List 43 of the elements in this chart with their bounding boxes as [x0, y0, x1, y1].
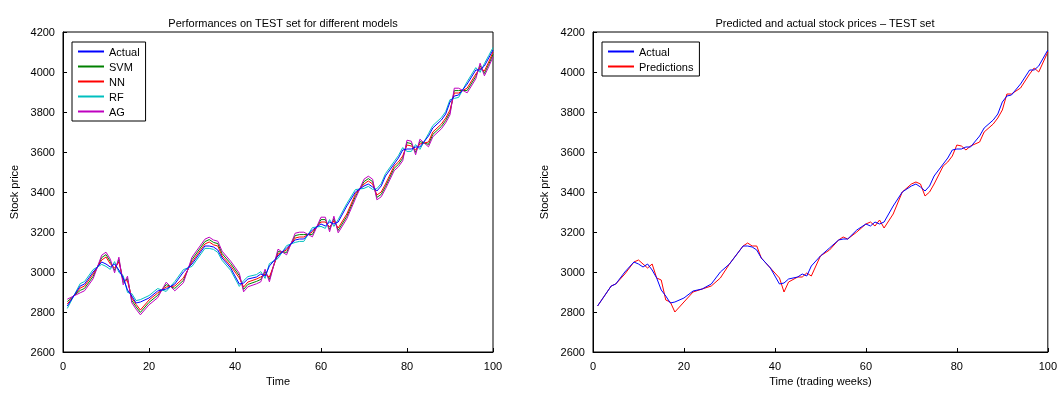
- y-tick-label: 3800: [30, 106, 55, 118]
- y-tick-label: 2600: [30, 346, 55, 358]
- y-axis-title: Stock price: [538, 164, 551, 220]
- y-tick-label: 3400: [30, 186, 55, 198]
- y-tick-label: 4000: [560, 66, 585, 78]
- y-axis-title: Stock price: [8, 164, 21, 220]
- x-tick-label: 0: [589, 359, 597, 372]
- y-tick-label: 3000: [560, 266, 585, 278]
- legend-label: Actual: [639, 45, 670, 58]
- x-tick-label: 20: [142, 359, 156, 372]
- x-tick-label: 80: [400, 359, 414, 372]
- y-tick-label: 4200: [30, 26, 55, 38]
- y-tick-label: 3600: [30, 146, 55, 158]
- y-tick-label: 4000: [30, 66, 55, 78]
- legend-label: NN: [109, 75, 125, 88]
- x-tick-label: 20: [677, 359, 691, 372]
- x-tick-label: 60: [859, 359, 873, 372]
- x-tick-label: 60: [314, 359, 328, 372]
- y-tick-label: 2600: [560, 346, 585, 358]
- x-tick-label: 40: [228, 359, 242, 372]
- y-tick-label: 2800: [560, 306, 585, 318]
- legend-label: AG: [109, 105, 125, 118]
- legend-label: Actual: [109, 45, 140, 58]
- x-axis-title: Time (trading weeks): [769, 375, 872, 388]
- x-tick-label: 40: [768, 359, 782, 372]
- y-tick-label: 3800: [560, 106, 585, 118]
- x-tick-label: 0: [59, 359, 67, 372]
- y-tick-label: 4200: [560, 26, 585, 38]
- y-tick-label: 3000: [30, 266, 55, 278]
- y-tick-label: 2800: [30, 306, 55, 318]
- x-tick-label: 100: [483, 359, 503, 372]
- chart-title: Performances on TEST set for different models: [168, 16, 399, 29]
- y-tick-label: 3400: [560, 186, 585, 198]
- chart-title: Predicted and actual stock prices – TEST set: [715, 16, 935, 29]
- x-tick-label: 100: [1038, 359, 1057, 372]
- legend-label: RF: [109, 90, 124, 103]
- y-tick-label: 3600: [560, 146, 585, 158]
- legend-label: Predictions: [639, 60, 694, 73]
- x-tick-label: 80: [950, 359, 963, 372]
- y-tick-label: 3200: [560, 226, 585, 238]
- legend-label: SVM: [109, 60, 133, 73]
- x-axis-title: Time: [265, 375, 291, 388]
- y-tick-label: 3200: [30, 226, 55, 238]
